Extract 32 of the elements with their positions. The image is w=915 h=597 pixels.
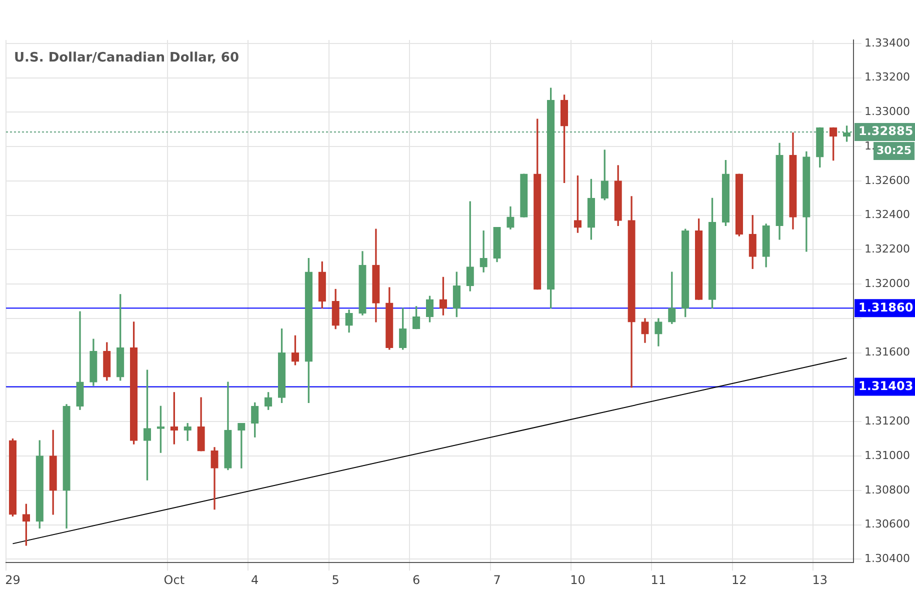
x-tick-label: 29 bbox=[5, 572, 20, 587]
x-tick-label: 4 bbox=[251, 572, 259, 587]
ref-line-label: 1.32885 bbox=[858, 124, 914, 138]
x-tick-label: 5 bbox=[332, 572, 340, 587]
y-tick-label: 1.30800 bbox=[864, 483, 910, 496]
y-tick-label: 1.31200 bbox=[864, 414, 910, 428]
ref-line-label: 1.31860 bbox=[858, 300, 914, 314]
y-tick-label: 1.32200 bbox=[864, 242, 910, 256]
text: 30:25 bbox=[876, 144, 912, 157]
y-tick-label: 1.30600 bbox=[864, 518, 910, 531]
y-tick-label: 1.33000 bbox=[864, 105, 910, 118]
x-tick-label: 13 bbox=[812, 572, 828, 587]
y-tick-label: 1. bbox=[864, 139, 876, 152]
y-tick-label: 1.33200 bbox=[864, 70, 910, 84]
x-tick-label: Oct bbox=[164, 572, 185, 587]
text: U.S. Dollar/Canadian Dollar, 60 bbox=[14, 50, 240, 66]
x-tick-label: 11 bbox=[650, 572, 666, 587]
x-tick-label: 12 bbox=[732, 572, 747, 587]
x-tick-label: 6 bbox=[412, 572, 420, 587]
y-tick-label: 1.32400 bbox=[864, 208, 910, 222]
y-tick-label: 1.30400 bbox=[864, 552, 910, 566]
x-tick-label: 10 bbox=[570, 572, 586, 587]
y-tick-label: 1.31000 bbox=[864, 448, 910, 462]
y-tick-label: 1.31600 bbox=[864, 346, 910, 359]
y-tick-label: 1.32600 bbox=[864, 174, 910, 187]
candlestick bbox=[238, 423, 246, 468]
candlestick bbox=[480, 230, 488, 272]
y-tick-label: 1.32000 bbox=[864, 276, 910, 290]
y-tick-label: 1.33400 bbox=[864, 36, 910, 50]
ref-line-label: 1.31403 bbox=[858, 378, 914, 393]
x-tick-label: 7 bbox=[493, 572, 501, 587]
candlestick bbox=[76, 311, 84, 410]
